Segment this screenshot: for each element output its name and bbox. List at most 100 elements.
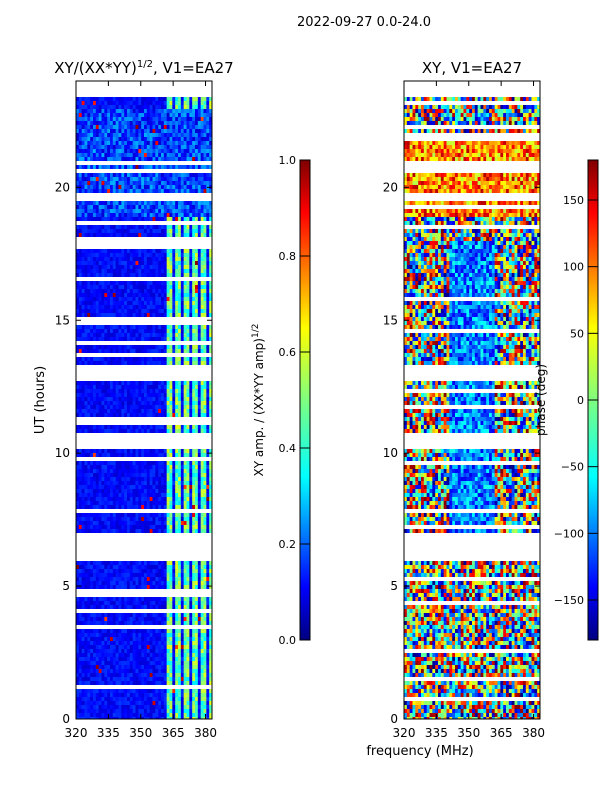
heatmap-cell [175, 145, 179, 149]
heatmap-cell [200, 633, 204, 637]
heatmap-cell [192, 409, 196, 413]
heatmap-cell [172, 601, 176, 605]
heatmap-cell [81, 153, 85, 157]
heatmap-cell [93, 605, 97, 609]
heatmap-cell [161, 477, 165, 481]
heatmap-cell [78, 513, 83, 517]
heatmap-cell [197, 585, 202, 589]
heatmap-cell [81, 345, 85, 349]
heatmap-cell [206, 125, 210, 129]
heatmap-cell [115, 529, 119, 533]
heatmap-cell [186, 525, 190, 529]
heatmap-cell [138, 313, 142, 317]
heatmap-cell [186, 409, 190, 413]
heatmap-cell [93, 413, 97, 417]
heatmap-cell [115, 597, 119, 601]
heatmap-cell [189, 385, 193, 389]
heatmap-cell [178, 573, 182, 577]
heatmap-cell [110, 217, 114, 221]
heatmap-cell [180, 573, 185, 577]
heatmap-cell [81, 301, 85, 305]
heatmap-cell [197, 213, 202, 217]
heatmap-cell [206, 325, 210, 329]
heatmap-cell [104, 529, 108, 533]
heatmap-cell [175, 501, 179, 505]
heatmap-cell [146, 385, 151, 389]
heatmap-cell [158, 213, 162, 217]
heatmap-cell [104, 485, 108, 489]
heatmap-cell [206, 601, 210, 605]
heatmap-cell [161, 573, 165, 577]
heatmap-cell [155, 125, 159, 129]
heatmap-cell [141, 461, 145, 465]
heatmap-cell [152, 361, 156, 365]
heatmap-cell [81, 409, 85, 413]
heatmap-cell [93, 513, 97, 517]
heatmap-cell [87, 301, 91, 305]
heatmap-cell [189, 469, 193, 473]
heatmap-cell [90, 577, 94, 581]
heatmap-cell [178, 201, 182, 205]
heatmap-cell [206, 629, 210, 633]
heatmap-cell [203, 605, 207, 609]
heatmap-cell [124, 349, 128, 353]
heatmap-cell [206, 501, 210, 505]
heatmap-cell [189, 637, 193, 641]
heatmap-cell [112, 601, 117, 605]
heatmap-cell [78, 477, 83, 481]
heatmap-cell [149, 117, 153, 121]
heatmap-cell [129, 357, 134, 361]
heatmap-cell [112, 157, 117, 161]
heatmap-cell [132, 485, 136, 489]
heatmap-cell [84, 413, 88, 417]
heatmap-cell [169, 393, 173, 397]
heatmap-cell [175, 641, 179, 645]
heatmap-cell [166, 517, 170, 521]
heatmap-cell [101, 121, 105, 125]
heatmap-cell [107, 213, 111, 217]
heatmap-cell [172, 381, 176, 385]
heatmap-cell [101, 125, 105, 129]
heatmap-cell [78, 173, 83, 177]
heatmap-cell [203, 389, 207, 393]
heatmap-cell [152, 621, 156, 625]
heatmap-cell [118, 121, 122, 125]
heatmap-cell [115, 121, 119, 125]
heatmap-cell [166, 201, 170, 205]
heatmap-cell [118, 349, 122, 353]
heatmap-cell [78, 313, 83, 317]
heatmap-cell [95, 577, 100, 581]
heatmap-cell [166, 257, 170, 261]
heatmap-cell [149, 577, 153, 581]
heatmap-cell [152, 525, 156, 529]
heatmap-cell [90, 185, 94, 189]
heatmap-cell [195, 165, 199, 169]
heatmap-cell [180, 313, 185, 317]
heatmap-cell [183, 181, 187, 185]
heatmap-cell [166, 233, 170, 237]
heatmap-cell [161, 429, 165, 433]
heatmap-cell [104, 345, 108, 349]
heatmap-cell [200, 469, 204, 473]
heatmap-cell [129, 213, 134, 217]
heatmap-cell [107, 501, 111, 505]
heatmap-cell [166, 489, 170, 493]
heatmap-cell [124, 309, 128, 313]
heatmap-cell [206, 201, 210, 205]
heatmap-cell [101, 565, 105, 569]
heatmap-cell [84, 209, 88, 213]
heatmap-cell [127, 109, 131, 113]
heatmap-cell [158, 581, 162, 585]
heatmap-cell [141, 361, 145, 365]
heatmap-cell [200, 521, 204, 525]
heatmap-cell [178, 637, 182, 641]
heatmap-cell [98, 165, 102, 169]
heatmap-cell [158, 469, 162, 473]
heatmap-cell [141, 493, 145, 497]
heatmap-cell [200, 133, 204, 137]
heatmap-cell [138, 429, 142, 433]
heatmap-cell [146, 137, 151, 141]
heatmap-cell [110, 641, 114, 645]
heatmap-cell [93, 573, 97, 577]
heatmap-cell [107, 645, 111, 649]
